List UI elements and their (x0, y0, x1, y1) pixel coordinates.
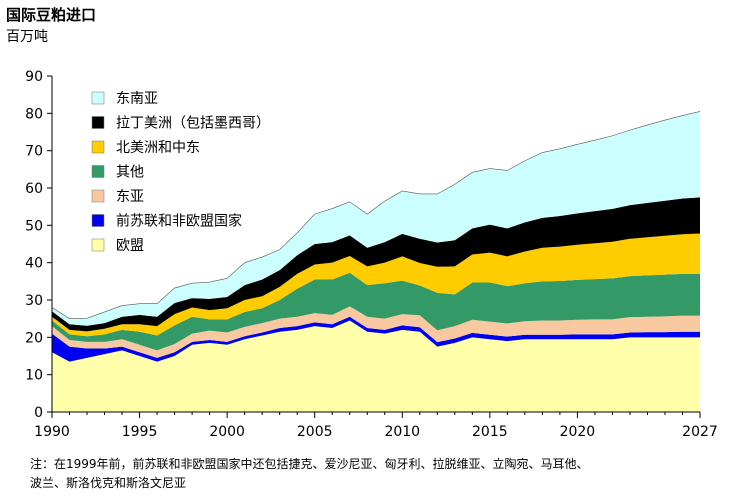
x-tick-label: 2020 (560, 424, 596, 440)
total-outline (51, 111, 701, 319)
y-tick-label: 30 (25, 293, 43, 309)
legend-label: 东南亚 (116, 91, 158, 107)
legend-label: 其他 (116, 165, 144, 181)
legend-label: 北美洲和中东 (116, 140, 200, 156)
y-tick-label: 0 (34, 405, 43, 421)
y-tick-label: 20 (25, 330, 43, 346)
area-series-1 (52, 316, 700, 362)
x-tick-label: 2027 (682, 424, 718, 440)
legend-swatch (91, 238, 105, 252)
area-series-3 (52, 272, 700, 351)
y-tick-label: 10 (25, 368, 43, 384)
area-series-6 (52, 111, 700, 326)
area-series-5 (52, 197, 700, 332)
legend-label: 东亚 (116, 189, 144, 205)
y-tick-label: 50 (25, 218, 43, 234)
x-tick-label: 2010 (384, 424, 420, 440)
y-tick-label: 90 (25, 69, 43, 85)
legend-label: 前苏联和非欧盟国家 (116, 213, 242, 230)
footnote-line: 波兰、斯洛伐克和斯洛文尼亚 (30, 476, 187, 490)
x-tick-label: 1990 (34, 424, 70, 440)
y-tick-label: 70 (25, 144, 43, 160)
chart-title: 国际豆粕进口 (6, 6, 97, 24)
x-tick-label: 2005 (297, 424, 333, 440)
area-series-4 (52, 233, 700, 337)
legend-swatch (91, 165, 105, 178)
legend-swatch (91, 116, 105, 129)
x-tick-label: 1995 (122, 424, 158, 440)
legend-swatch (91, 140, 105, 154)
legend-swatch (91, 91, 105, 105)
legend-label: 拉丁美洲（包括墨西哥） (116, 116, 270, 132)
x-tick-label: 2000 (209, 424, 245, 440)
legend-swatch (91, 214, 105, 227)
y-tick-label: 40 (25, 256, 43, 272)
x-tick-label: 2015 (472, 424, 508, 440)
area-series-0 (52, 320, 700, 412)
area-series-2 (52, 306, 700, 358)
footnote: 注：在1999年前，前苏联和非欧盟国家中还包括捷克、爱沙尼亚、匈牙利、拉脱维亚、… (30, 455, 589, 493)
legend-swatch (91, 189, 105, 203)
y-tick-label: 60 (25, 181, 43, 197)
y-tick-label: 80 (25, 106, 43, 122)
legend-label: 欧盟 (116, 238, 144, 254)
unit-label: 百万吨 (6, 29, 48, 45)
footnote-line: 注：在1999年前，前苏联和非欧盟国家中还包括捷克、爱沙尼亚、匈牙利、拉脱维亚、… (30, 457, 589, 471)
